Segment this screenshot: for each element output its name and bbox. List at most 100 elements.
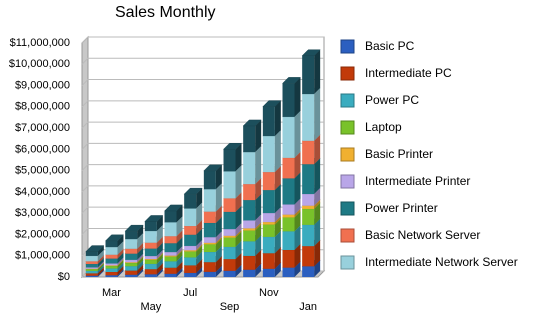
bar-front — [105, 240, 118, 248]
bar-segment — [203, 164, 223, 190]
bar-side — [255, 235, 262, 256]
bar-top — [104, 234, 125, 242]
bar-side — [215, 246, 222, 263]
bar-front — [282, 249, 295, 268]
bar-front — [184, 226, 197, 235]
bar-side — [215, 164, 222, 190]
bar-front — [243, 230, 256, 242]
bar-front — [144, 259, 157, 260]
bar-front — [125, 262, 138, 267]
bar-front — [85, 261, 98, 265]
bar-side — [294, 243, 301, 268]
grid-line — [81, 79, 324, 86]
legend-label: Intermediate Printer — [365, 174, 470, 188]
bar-front — [203, 271, 216, 277]
bar-front — [105, 268, 118, 273]
bar-front — [282, 204, 295, 215]
bar-side — [117, 234, 124, 248]
bar-side — [117, 262, 124, 273]
bar-segment — [301, 49, 321, 95]
bar-front — [184, 245, 197, 251]
bar-front — [243, 184, 256, 201]
bar-side — [255, 224, 262, 242]
bar-top — [222, 143, 243, 150]
bar-front — [223, 237, 236, 247]
bar-side — [314, 49, 321, 95]
bar-side — [176, 255, 183, 268]
bar-side — [176, 216, 183, 237]
bar-side — [274, 207, 281, 223]
x-tick-label: Jul — [183, 287, 197, 299]
bar-segment — [301, 87, 321, 141]
bar-front — [125, 266, 138, 271]
bar-front — [243, 125, 256, 153]
bar-side — [176, 250, 183, 262]
bar-side — [117, 259, 124, 269]
bar-side — [314, 240, 321, 267]
bar-front — [302, 94, 315, 141]
legend-label: Laptop — [365, 120, 402, 134]
bar-front — [144, 274, 157, 277]
bar-front — [262, 136, 275, 173]
bar-side — [156, 257, 163, 270]
bar-side — [97, 258, 104, 268]
bar-front — [262, 253, 275, 269]
legend-label: Power Printer — [365, 201, 438, 215]
bar-side — [137, 225, 144, 240]
bar-front — [144, 263, 157, 270]
bar-front — [223, 171, 236, 199]
y-tick-label: $1,000,000 — [15, 250, 70, 262]
y-tick-label: $8,000,000 — [15, 101, 70, 113]
bar-side — [117, 248, 124, 259]
grid-line — [81, 121, 324, 129]
bar-side — [274, 166, 281, 191]
bar-side — [156, 236, 163, 249]
bar-front — [203, 242, 216, 245]
bar-side — [137, 242, 144, 254]
bar-side — [235, 205, 242, 230]
bar-front — [262, 213, 275, 223]
bar-side — [117, 241, 124, 255]
bar-front — [184, 208, 197, 227]
y-tick-label: $3,000,000 — [15, 207, 70, 219]
bar-side — [294, 77, 301, 117]
bar-side — [215, 205, 222, 223]
bar-front — [85, 255, 98, 262]
bar-top — [281, 77, 302, 84]
bar-front — [184, 234, 197, 246]
bar-side — [137, 256, 144, 267]
bar-side — [196, 259, 203, 273]
y-tick-label: $6,000,000 — [15, 143, 70, 155]
bar-segment — [222, 143, 243, 172]
grid-line — [81, 57, 324, 65]
bar-side — [235, 229, 242, 238]
bar-front — [223, 259, 236, 271]
bar-segment — [262, 100, 282, 137]
bar-side — [255, 263, 262, 277]
bar-side — [294, 151, 301, 179]
bar-front — [223, 270, 236, 277]
legend-label: Basic Printer — [365, 147, 433, 161]
bar-side — [97, 263, 104, 271]
bar-side — [176, 204, 183, 223]
bar-top — [203, 164, 223, 172]
bar-front — [125, 259, 138, 263]
bar-side — [156, 263, 163, 275]
bar-front — [302, 205, 315, 209]
bar-side — [137, 268, 144, 277]
bar-front — [105, 247, 118, 255]
bar-front — [243, 255, 256, 270]
bar-side — [215, 256, 222, 272]
bar-front — [243, 220, 256, 229]
bar-top — [301, 49, 321, 57]
bar-front — [262, 224, 275, 237]
bar-front — [243, 228, 256, 231]
legend-swatch — [340, 147, 355, 162]
bar-front — [164, 256, 177, 262]
bar-side — [117, 266, 124, 276]
bar-front — [282, 157, 295, 179]
bar-front — [203, 244, 216, 253]
bar-side — [97, 267, 104, 276]
bar-front — [125, 253, 138, 260]
bar-front — [105, 265, 118, 266]
